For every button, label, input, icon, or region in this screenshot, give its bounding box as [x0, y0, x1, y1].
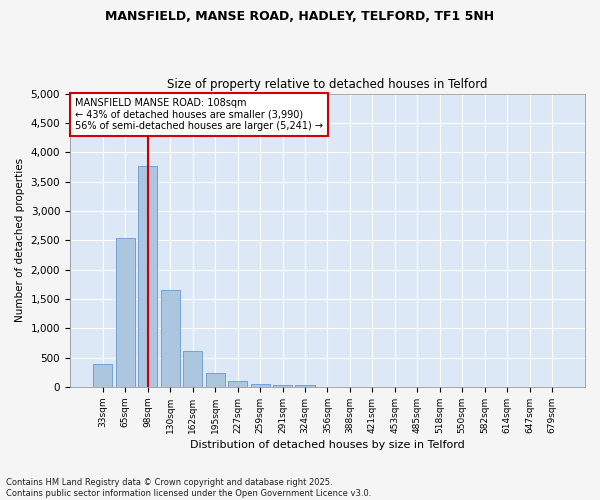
Y-axis label: Number of detached properties: Number of detached properties — [15, 158, 25, 322]
Bar — [116, 238, 135, 387]
Bar — [206, 374, 225, 387]
Bar — [138, 166, 157, 387]
Title: Size of property relative to detached houses in Telford: Size of property relative to detached ho… — [167, 78, 488, 91]
Bar — [251, 384, 269, 387]
Bar — [94, 364, 112, 387]
Text: MANSFIELD, MANSE ROAD, HADLEY, TELFORD, TF1 5NH: MANSFIELD, MANSE ROAD, HADLEY, TELFORD, … — [106, 10, 494, 23]
Text: Contains HM Land Registry data © Crown copyright and database right 2025.
Contai: Contains HM Land Registry data © Crown c… — [6, 478, 371, 498]
Bar — [295, 385, 314, 387]
Bar — [161, 290, 180, 387]
Bar — [183, 351, 202, 387]
Bar — [228, 380, 247, 387]
Bar — [273, 384, 292, 387]
X-axis label: Distribution of detached houses by size in Telford: Distribution of detached houses by size … — [190, 440, 465, 450]
Text: MANSFIELD MANSE ROAD: 108sqm
← 43% of detached houses are smaller (3,990)
56% of: MANSFIELD MANSE ROAD: 108sqm ← 43% of de… — [75, 98, 323, 131]
